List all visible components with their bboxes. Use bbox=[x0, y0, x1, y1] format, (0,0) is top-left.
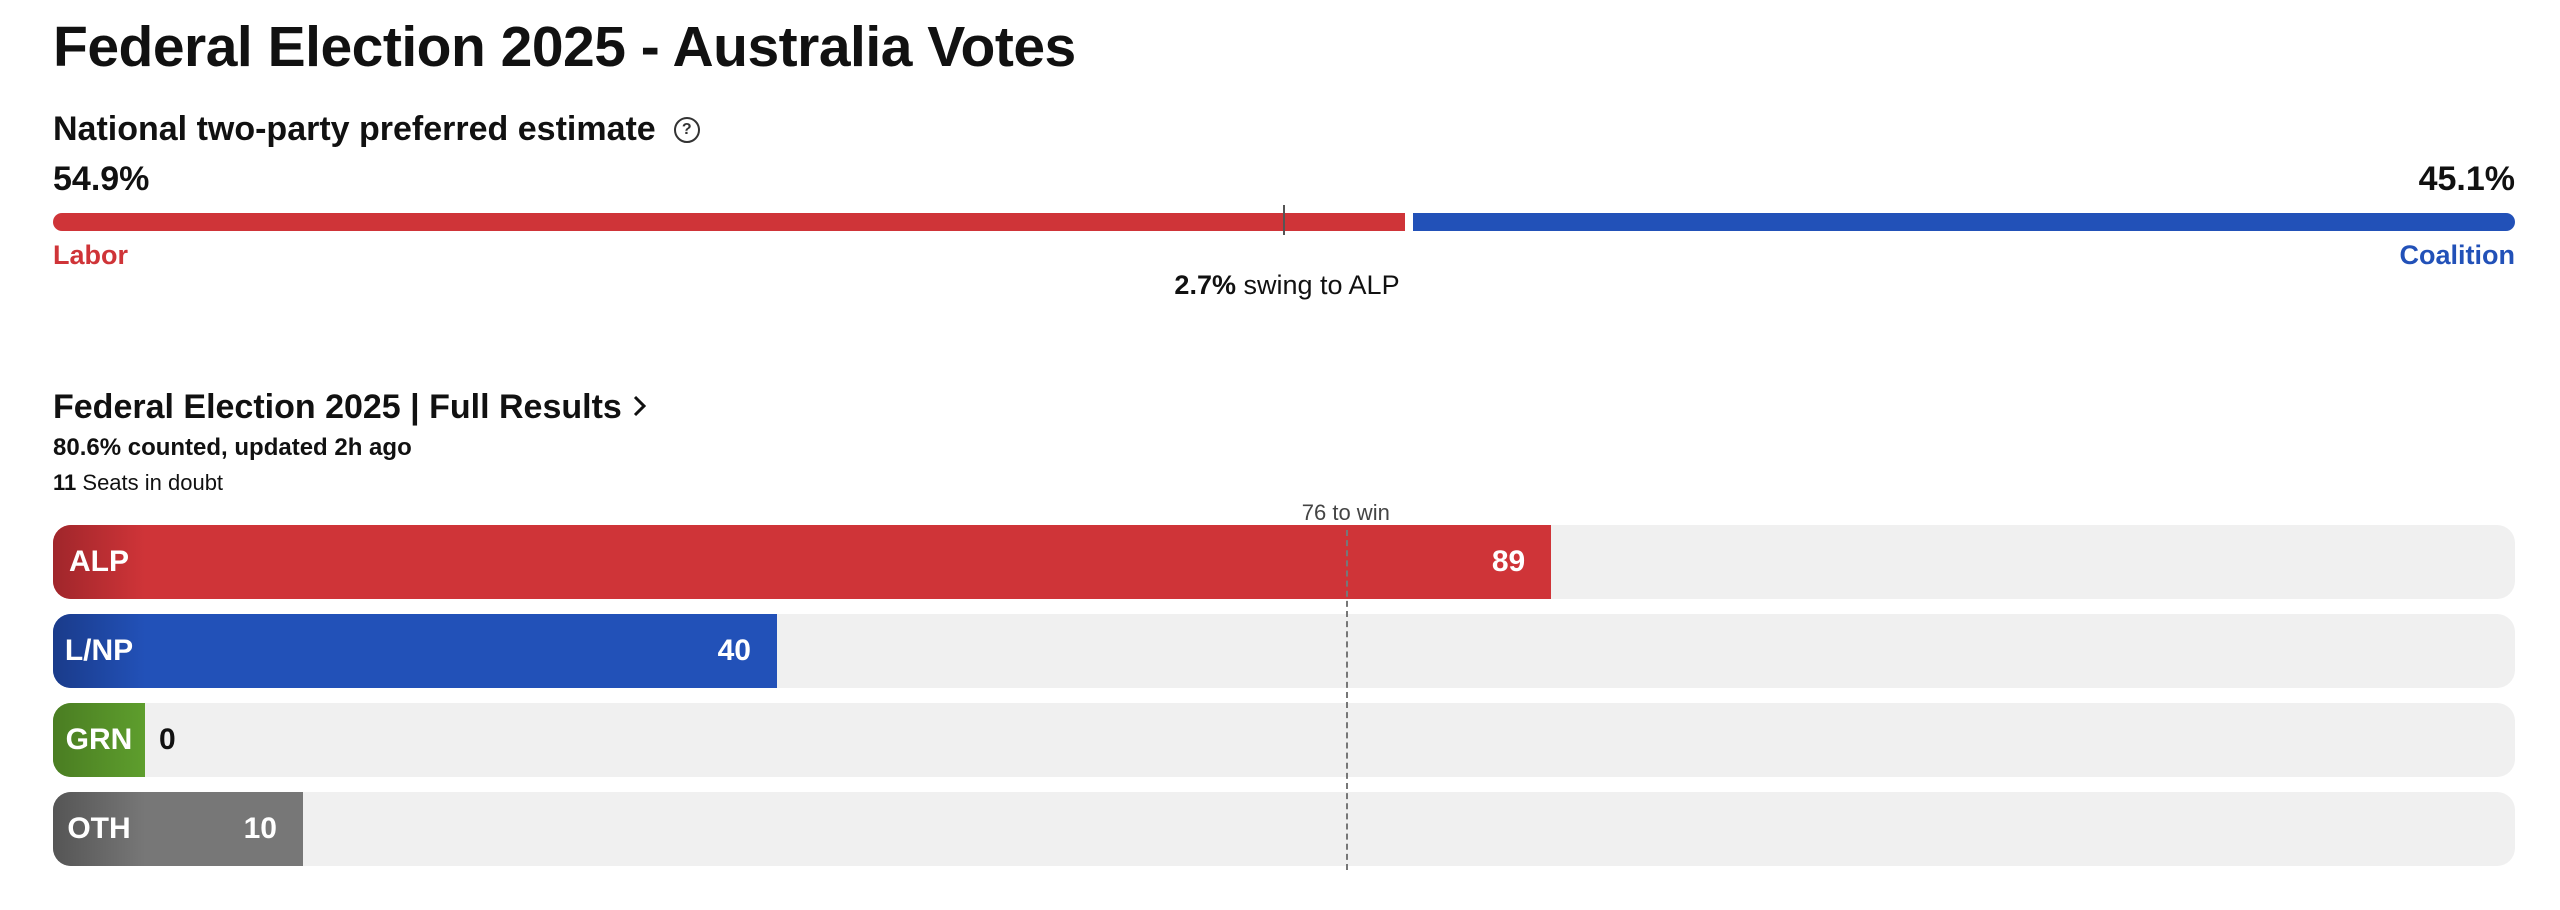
majority-label: 76 to win bbox=[1301, 500, 1390, 525]
seat-row-grn: GRN 0 bbox=[53, 703, 2515, 777]
seat-bar bbox=[53, 525, 1552, 599]
tpp-labor-bar bbox=[53, 213, 1405, 231]
swing-label: swing to ALP bbox=[1243, 270, 1400, 300]
tpp-heading-text: National two-party preferred estimate bbox=[53, 110, 656, 148]
majority-line bbox=[1345, 530, 1348, 870]
party-label: L/NP bbox=[53, 614, 145, 688]
seats-in-doubt-label: Seats in doubt bbox=[82, 470, 224, 495]
party-label: OTH bbox=[53, 792, 145, 866]
party-label: GRN bbox=[53, 703, 145, 777]
full-results-link[interactable]: Federal Election 2025 | Full Results bbox=[53, 388, 648, 427]
page-title: Federal Election 2025 - Australia Votes bbox=[53, 15, 1076, 79]
seat-value: 10 bbox=[243, 812, 277, 845]
tpp-labor-label: Labor bbox=[53, 240, 129, 270]
seat-value: 89 bbox=[1491, 545, 1526, 578]
tpp-midpoint-marker bbox=[1283, 205, 1285, 235]
seat-bar bbox=[53, 614, 777, 688]
tpp-labor-value: 54.9% bbox=[53, 160, 150, 198]
seat-row-alp: ALP 89 bbox=[53, 525, 2515, 599]
swing-value: 2.7% bbox=[1174, 270, 1236, 300]
swing-text: 2.7% swing to ALP bbox=[1174, 270, 1399, 301]
seats-in-doubt-count: 11 bbox=[53, 470, 77, 495]
tpp-bar bbox=[53, 205, 2515, 235]
seat-value: 40 bbox=[717, 634, 751, 667]
tpp-coalition-label: Coalition bbox=[2399, 240, 2516, 270]
chevron-right-icon bbox=[632, 388, 648, 427]
party-label: ALP bbox=[53, 525, 145, 599]
tpp-coalition-bar bbox=[1413, 213, 2515, 231]
seats-in-doubt: 11 Seats in doubt bbox=[53, 470, 223, 496]
seat-value: 0 bbox=[159, 723, 176, 756]
seat-row-oth: OTH 10 bbox=[53, 792, 2515, 866]
seat-chart: 76 to win ALP 89 L/NP 40 GRN 0 OTH 10 bbox=[53, 500, 2515, 880]
question-circle-icon[interactable]: ? bbox=[673, 116, 700, 143]
tpp-coalition-value: 45.1% bbox=[2418, 160, 2515, 198]
tpp-heading: National two-party preferred estimate ? bbox=[53, 110, 700, 149]
full-results-heading: Federal Election 2025 | Full Results bbox=[53, 388, 622, 426]
counted-status: 80.6% counted, updated 2h ago bbox=[53, 434, 412, 461]
seat-row-lnp: L/NP 40 bbox=[53, 614, 2515, 688]
